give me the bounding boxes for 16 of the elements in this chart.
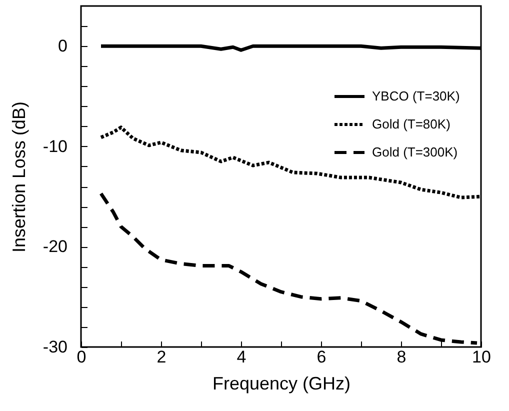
x-tick-label: 10 (472, 348, 491, 366)
line-series (99, 192, 479, 345)
y-tick-label: 0 (58, 36, 68, 56)
x-tick-label: 8 (396, 348, 406, 366)
x-tick-label: 2 (156, 348, 166, 366)
x-tick-label: 6 (316, 348, 326, 366)
y-axis-title: Insertion Loss (dB) (8, 101, 29, 253)
legend-label: Gold (T=80K) (372, 116, 450, 132)
y-tick-label: -30 (42, 338, 68, 356)
x-tick-label: 4 (236, 348, 246, 366)
x-axis-title: Frequency (GHz) (212, 374, 351, 394)
y-tick-label: -10 (42, 136, 68, 156)
legend-label: Gold (T=300K) (372, 144, 458, 160)
x-tick-label: 0 (76, 348, 86, 366)
y-tick-label: -20 (42, 237, 68, 256)
legend-label: YBCO (T=30K) (372, 88, 460, 104)
